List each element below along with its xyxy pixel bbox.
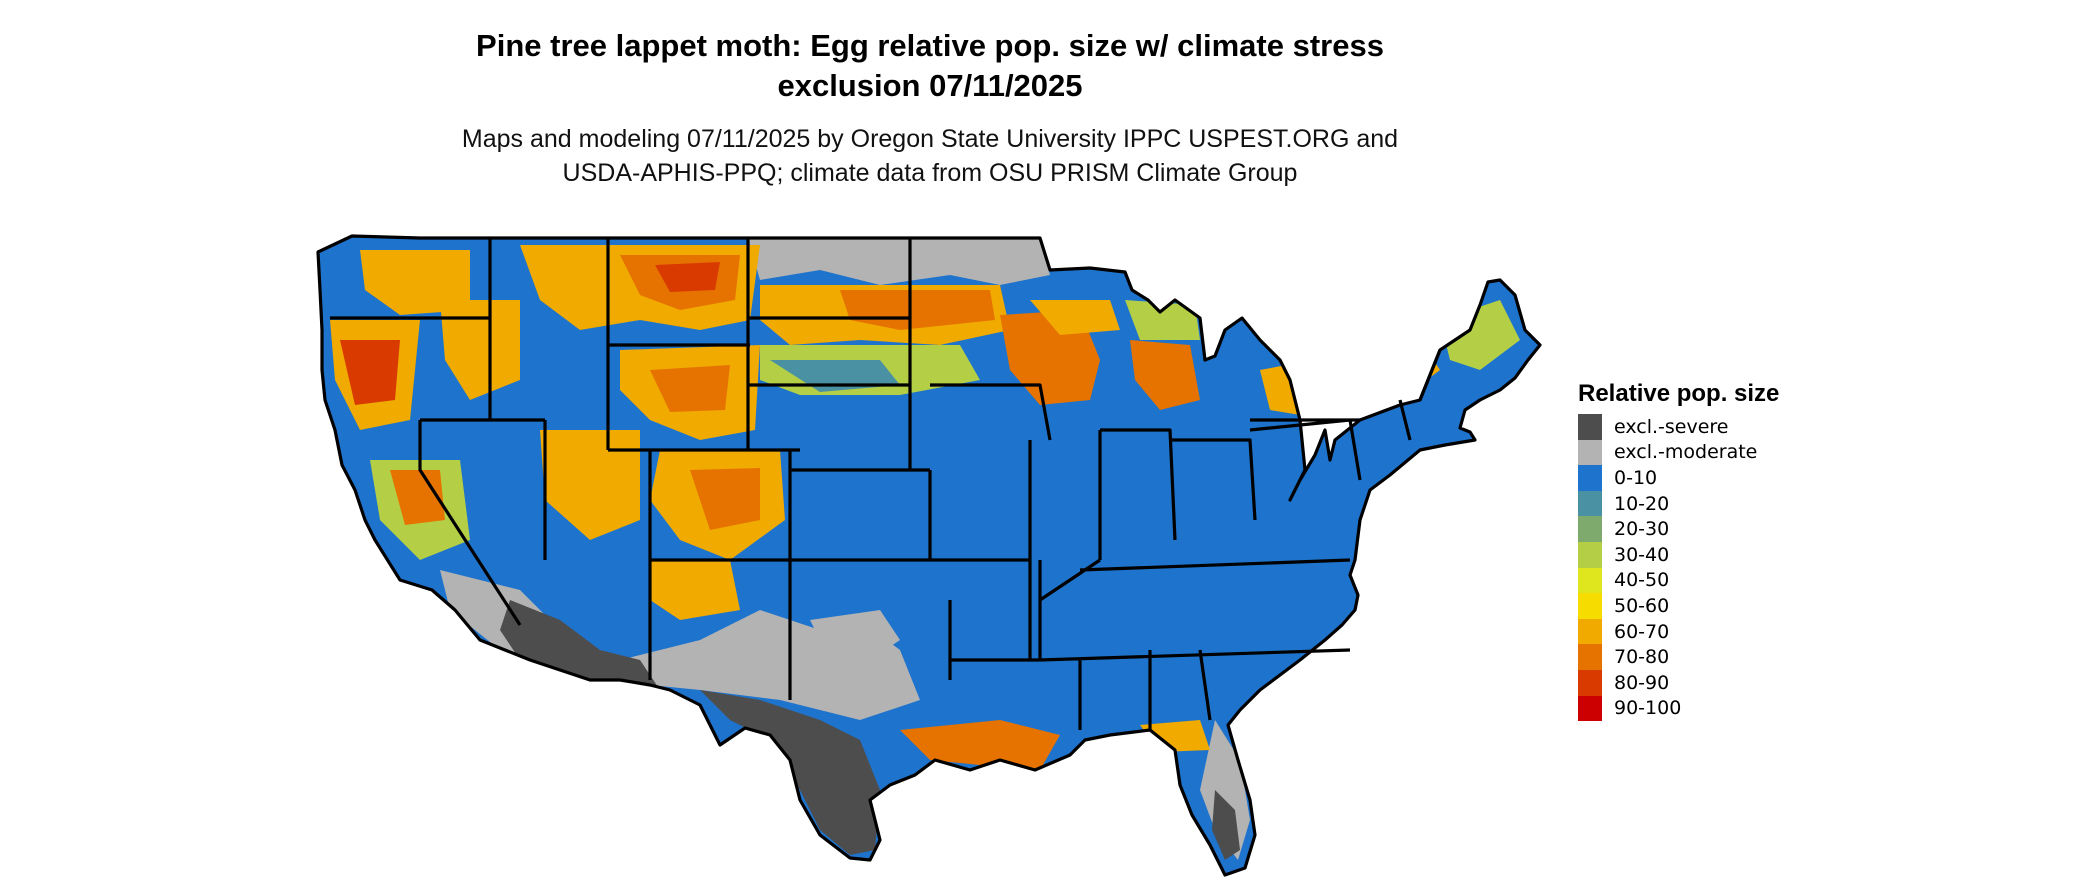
region-60-70-washington — [360, 250, 470, 315]
region-70-80-wyoming — [650, 365, 730, 412]
legend-item-40-50: 40-50 — [1578, 567, 1779, 594]
legend-label: 10-20 — [1614, 492, 1670, 515]
legend-swatch — [1578, 618, 1602, 645]
map-title-line-2: exclusion 07/11/2025 — [777, 68, 1083, 103]
legend-swatch — [1578, 439, 1602, 466]
legend-label: 70-80 — [1614, 646, 1670, 669]
legend-swatch — [1578, 465, 1602, 491]
legend-label: 80-90 — [1614, 671, 1670, 694]
legend-label: excl.-severe — [1614, 415, 1729, 438]
legend-item-60-70: 60-70 — [1578, 618, 1779, 645]
region-70-80-colorado — [690, 468, 760, 530]
region-80-90-montana — [655, 262, 720, 292]
region-70-80-dakotas — [840, 290, 995, 330]
legend-item-30-40: 30-40 — [1578, 541, 1779, 568]
legend-swatch — [1578, 644, 1602, 670]
legend-label: 90-100 — [1614, 697, 1682, 720]
region-60-70-new-mexico — [650, 560, 740, 620]
region-excl-moderate-florida — [1200, 720, 1250, 860]
legend-item-70-80: 70-80 — [1578, 644, 1779, 670]
region-60-70-utah — [540, 430, 640, 540]
legend-item-50-60: 50-60 — [1578, 593, 1779, 619]
legend: Relative pop. size excl.-severe excl.-mo… — [1578, 380, 1780, 722]
legend-item-20-30: 20-30 — [1578, 516, 1779, 542]
legend-swatch — [1578, 695, 1602, 722]
region-excl-moderate-north-dakota — [748, 238, 1050, 285]
region-excl-moderate-southwest — [440, 570, 920, 720]
state-boundaries — [316, 234, 1542, 877]
legend-label: 40-50 — [1614, 569, 1670, 592]
region-30-40-michigan — [1125, 300, 1200, 340]
map-title-line-1: Pine tree lappet moth: Egg relative pop.… — [476, 28, 1384, 63]
legend-swatch — [1578, 516, 1602, 542]
legend-item-90-100: 90-100 — [1578, 695, 1779, 722]
legend-item-excl-severe: excl.-severe — [1578, 414, 1779, 440]
region-80-90-new-york — [1360, 345, 1420, 380]
legend-item-80-90: 80-90 — [1578, 669, 1779, 696]
legend-label: 30-40 — [1614, 543, 1670, 566]
legend-item-10-20: 10-20 — [1578, 490, 1779, 517]
legend-label: 0-10 — [1614, 466, 1658, 489]
legend-swatch — [1578, 490, 1602, 517]
map-subtitle-line-2: USDA-APHIS-PPQ; climate data from OSU PR… — [562, 159, 1298, 187]
legend-swatch — [1578, 567, 1602, 594]
legend-label: 20-30 — [1614, 518, 1670, 541]
region-70-80-gulf-coast — [900, 720, 1060, 770]
region-80-90-oregon — [340, 340, 400, 405]
legend-label: 50-60 — [1614, 594, 1670, 617]
legend-item-excl-moderate: excl.-moderate — [1578, 439, 1779, 466]
legend-swatch — [1578, 593, 1602, 619]
legend-item-0-10: 0-10 — [1578, 465, 1779, 491]
region-excl-moderate-texas — [810, 610, 900, 660]
state-lines — [330, 238, 1442, 730]
legend-title: Relative pop. size — [1578, 380, 1780, 407]
region-60-70-idaho — [440, 300, 520, 400]
region-60-70-wisconsin — [1030, 300, 1120, 335]
legend-swatch — [1578, 669, 1602, 696]
region-excl-severe-florida — [1212, 790, 1240, 860]
legend-swatch — [1578, 414, 1602, 440]
legend-label: excl.-moderate — [1614, 441, 1758, 464]
legend-label: 60-70 — [1614, 620, 1670, 643]
legend-swatch — [1578, 541, 1602, 568]
region-70-80-california — [390, 470, 445, 525]
region-70-80-michigan — [1130, 340, 1200, 410]
map-subtitle-line-1: Maps and modeling 07/11/2025 by Oregon S… — [461, 125, 1399, 153]
